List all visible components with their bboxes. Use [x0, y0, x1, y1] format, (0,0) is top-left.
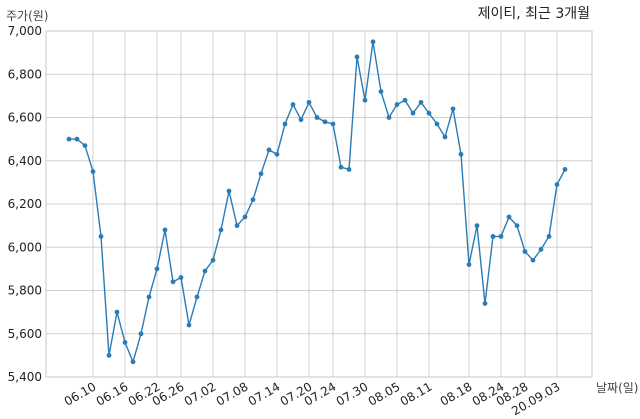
data-point — [474, 223, 480, 229]
y-axis-ticks: 5,400 5,600 5,800 6,000 6,200 6,400 6,600 6,800… — [8, 24, 42, 384]
data-point — [218, 227, 224, 233]
data-point — [258, 171, 264, 177]
data-point — [466, 262, 472, 267]
data-point — [306, 99, 312, 105]
x-tick-label: 08.18 — [438, 379, 475, 408]
data-point — [210, 257, 216, 263]
data-point — [122, 340, 128, 345]
data-point — [394, 102, 400, 107]
data-point — [378, 89, 384, 94]
data-point — [410, 110, 416, 116]
data-point — [74, 136, 80, 142]
chart-title: 제이티, 최근 3개월 — [478, 6, 590, 22]
x-tick-label: 08.05 — [366, 379, 403, 408]
x-tick-label: 07.14 — [246, 379, 283, 408]
data-point — [418, 99, 424, 105]
data-point — [506, 214, 512, 220]
x-tick-label: 07.30 — [334, 379, 371, 408]
x-tick-label: 06.10 — [62, 379, 99, 408]
x-tick-label: 06.16 — [94, 379, 131, 408]
y-axis-title: 주가(원) — [6, 9, 48, 23]
y-tick-label: 6,000 — [8, 240, 42, 254]
data-point — [170, 279, 176, 285]
data-point — [330, 121, 336, 127]
x-axis-ticks: 06.1006.1606.2206.2607.0207.0807.1407.20… — [62, 379, 563, 418]
data-point — [114, 309, 120, 315]
data-point — [322, 119, 328, 125]
y-tick-label: 5,800 — [8, 284, 42, 298]
data-point — [362, 97, 368, 103]
data-point — [242, 214, 248, 220]
data-point — [314, 115, 320, 120]
data-point — [290, 102, 296, 107]
plot-frame — [45, 30, 593, 378]
data-point — [250, 197, 256, 203]
data-point — [434, 121, 440, 127]
data-point — [338, 164, 344, 170]
data-point — [498, 234, 504, 239]
x-tick-label: 07.08 — [214, 379, 251, 408]
data-point — [226, 188, 232, 194]
data-point — [426, 110, 432, 116]
x-tick-label: 08.11 — [398, 379, 435, 408]
data-point — [442, 134, 448, 140]
data-point — [514, 223, 520, 229]
data-point — [274, 151, 280, 157]
data-point — [90, 169, 96, 174]
data-point — [402, 97, 408, 103]
data-point — [346, 167, 352, 172]
x-axis-title: 날짜(일) — [596, 381, 638, 395]
y-tick-label: 6,600 — [8, 111, 42, 125]
data-point — [66, 136, 72, 142]
x-tick-label: 07.02 — [182, 379, 219, 408]
data-point — [522, 249, 528, 254]
price-line — [69, 41, 566, 365]
data-point — [538, 247, 544, 252]
data-point — [138, 331, 144, 337]
y-tick-label: 6,400 — [8, 154, 42, 168]
data-point — [82, 143, 88, 149]
data-point — [386, 115, 392, 120]
data-point — [98, 234, 104, 239]
grid-lines — [46, 30, 592, 378]
data-point — [530, 257, 536, 263]
data-point — [234, 223, 240, 229]
y-tick-label: 6,800 — [8, 67, 42, 81]
data-point — [298, 117, 304, 123]
data-point — [106, 352, 112, 358]
data-point — [554, 182, 560, 187]
y-tick-label: 7,000 — [8, 24, 42, 38]
data-point — [354, 54, 360, 60]
data-point — [178, 275, 184, 280]
data-point — [162, 227, 168, 233]
data-point — [562, 167, 568, 172]
data-point — [146, 294, 152, 300]
data-point — [458, 151, 464, 157]
data-point — [370, 39, 376, 45]
data-point — [546, 234, 552, 239]
data-point — [186, 322, 192, 328]
data-point — [482, 301, 488, 306]
data-point — [194, 294, 200, 300]
y-tick-label: 6,200 — [8, 197, 42, 211]
data-point — [490, 234, 496, 239]
price-points — [66, 39, 568, 365]
data-point — [450, 106, 456, 112]
data-point — [130, 359, 136, 365]
y-tick-label: 5,600 — [8, 327, 42, 341]
data-point — [202, 268, 208, 274]
data-point — [154, 266, 160, 272]
data-point — [266, 147, 272, 153]
y-tick-label: 5,400 — [8, 370, 42, 384]
data-point — [282, 121, 288, 127]
